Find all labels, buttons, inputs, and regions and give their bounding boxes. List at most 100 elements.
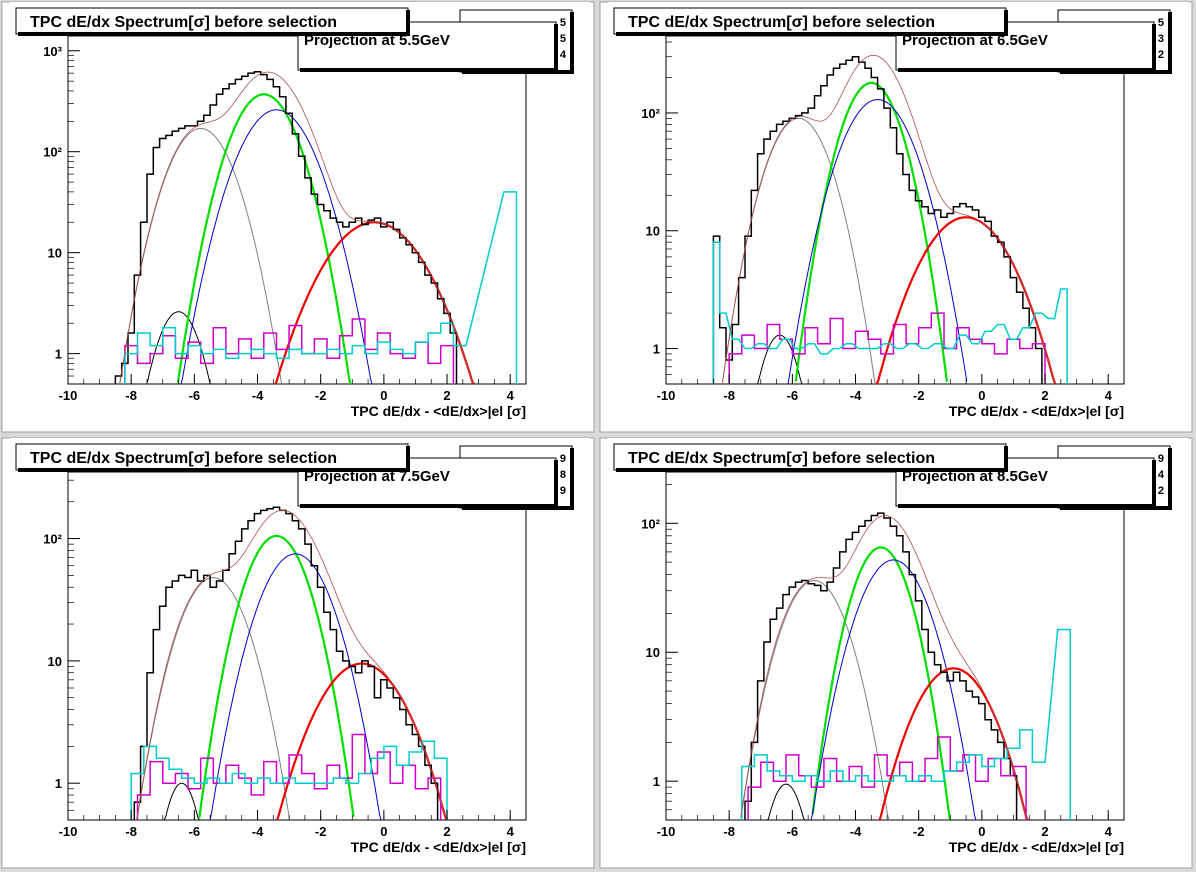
- histogram-8: [741, 628, 1072, 820]
- x-tick-label: -10: [59, 824, 78, 839]
- total-fit-curve: [722, 54, 1056, 384]
- x-tick-label: -8: [723, 388, 735, 403]
- histogram-7: [136, 733, 442, 820]
- x-tick-label: 4: [1105, 824, 1113, 839]
- plot-area: [740, 512, 1072, 820]
- x-tick-label: -6: [189, 824, 201, 839]
- x-tick-label: 4: [507, 388, 515, 403]
- total-fit-curve: [136, 509, 447, 820]
- x-axis-label: TPC dE/dx - <dE/dx>|el [σ]: [949, 403, 1124, 419]
- title-box: [613, 7, 1007, 35]
- x-tick-label: 2: [1041, 388, 1048, 403]
- stats-value: 2: [1158, 49, 1164, 61]
- stats-value: 9: [560, 485, 566, 497]
- x-tick-label: -10: [657, 388, 676, 403]
- histogram-7: [728, 312, 1046, 384]
- chart-title: TPC dE/dx Spectrum[σ] before selection: [30, 450, 337, 467]
- x-tick-label: -4: [252, 388, 264, 403]
- x-tick-label: -10: [59, 388, 78, 403]
- y-tick-label: 1: [653, 774, 660, 789]
- fit-curve-4: [787, 98, 968, 384]
- x-axis-label: TPC dE/dx - <dE/dx>|el [σ]: [351, 403, 526, 419]
- histogram-7: [124, 318, 455, 384]
- chart-pad-4: -10 -8 -6 -4 -2 0 2 4 1 10 10² TPC dE/dx - <dE/dx>|…: [599, 437, 1193, 869]
- fit-curve-3: [198, 534, 355, 818]
- y-tick-label: 10²: [43, 532, 62, 547]
- x-tick-label: -2: [913, 388, 925, 403]
- x-tick-label: 4: [507, 824, 515, 839]
- stats-value: 5: [560, 33, 566, 45]
- chart-title: TPC dE/dx Spectrum[σ] before selection: [628, 450, 935, 467]
- stats-value: 8: [560, 469, 566, 481]
- stats-value: 4: [560, 49, 567, 61]
- histogram-6: [114, 70, 458, 384]
- x-tick-label: 0: [380, 824, 387, 839]
- histogram-8: [130, 740, 448, 820]
- histogram-8: [124, 191, 518, 384]
- plot-area: [114, 70, 518, 384]
- stats-value: 9: [1158, 453, 1164, 465]
- fit-curve-1: [766, 783, 806, 820]
- y-tick-label: 1: [653, 342, 660, 357]
- chart-subtitle: Projection at 8.5GeV: [902, 468, 1048, 485]
- histogram-8: [712, 241, 1068, 384]
- x-tick-label: 2: [1041, 824, 1048, 839]
- x-tick-label: -6: [787, 388, 799, 403]
- stats-value: 9: [560, 453, 566, 465]
- histogram-6: [744, 512, 1018, 820]
- title-box: [15, 443, 409, 471]
- x-axis-label: TPC dE/dx - <dE/dx>|el [σ]: [949, 839, 1124, 855]
- chart-title: TPC dE/dx Spectrum[σ] before selection: [30, 14, 337, 31]
- stats-value: 4: [1158, 469, 1165, 481]
- histogram-6: [133, 506, 439, 820]
- x-tick-label: 2: [443, 388, 450, 403]
- x-tick-label: -8: [125, 824, 137, 839]
- fit-curve-4: [810, 559, 977, 820]
- y-tick-label: 10³: [43, 44, 62, 59]
- fit-curve-1: [146, 311, 211, 384]
- y-tick-label: 10: [646, 224, 660, 239]
- x-tick-label: -2: [315, 824, 327, 839]
- x-tick-label: -4: [850, 388, 862, 403]
- fit-curve-2: [136, 576, 290, 820]
- x-tick-label: 0: [380, 388, 387, 403]
- y-tick-label: 10: [48, 654, 62, 669]
- fit-curve-4: [209, 553, 382, 820]
- y-tick-label: 1: [55, 347, 62, 362]
- x-tick-label: -6: [787, 824, 799, 839]
- plot-area: [130, 506, 448, 820]
- y-tick-label: 1: [55, 776, 62, 791]
- x-tick-label: 0: [978, 824, 985, 839]
- x-tick-label: 4: [1105, 388, 1113, 403]
- plot-area: [712, 54, 1068, 384]
- x-tick-label: -2: [913, 824, 925, 839]
- x-tick-label: -4: [850, 824, 862, 839]
- title-box: [613, 443, 1007, 471]
- stats-value: 5: [1158, 17, 1164, 29]
- histogram-7: [747, 736, 1027, 820]
- x-tick-label: -6: [189, 388, 201, 403]
- total-fit-curve: [119, 71, 475, 384]
- x-tick-label: 2: [443, 824, 450, 839]
- chart-pad-2: -10 -8 -6 -4 -2 0 2 4 1 10 10² TPC dE/dx - <dE/dx>|…: [599, 1, 1193, 433]
- x-tick-label: -2: [315, 388, 327, 403]
- fit-curve-3: [176, 93, 352, 384]
- stats-value: 5: [560, 17, 566, 29]
- chart-pad-1: -10 -8 -6 -4 -2 0 2 4 1 10 10² 10³ TPC dE/dx - <dE/d…: [1, 1, 595, 433]
- fit-curve-1: [163, 782, 200, 820]
- fit-curve-2: [740, 579, 890, 820]
- stats-value: 2: [1158, 485, 1164, 497]
- y-tick-label: 10²: [641, 106, 660, 121]
- x-tick-label: 0: [978, 388, 985, 403]
- y-tick-label: 10²: [43, 145, 62, 160]
- total-fit-curve: [740, 515, 1029, 820]
- histogram-6: [712, 55, 1043, 384]
- y-tick-label: 10: [646, 645, 660, 660]
- x-tick-label: -8: [723, 824, 735, 839]
- stats-value: 3: [1158, 33, 1164, 45]
- x-tick-label: -4: [252, 824, 264, 839]
- y-tick-label: 10²: [641, 516, 660, 531]
- fit-curve-3: [811, 546, 952, 820]
- x-tick-label: -8: [125, 388, 137, 403]
